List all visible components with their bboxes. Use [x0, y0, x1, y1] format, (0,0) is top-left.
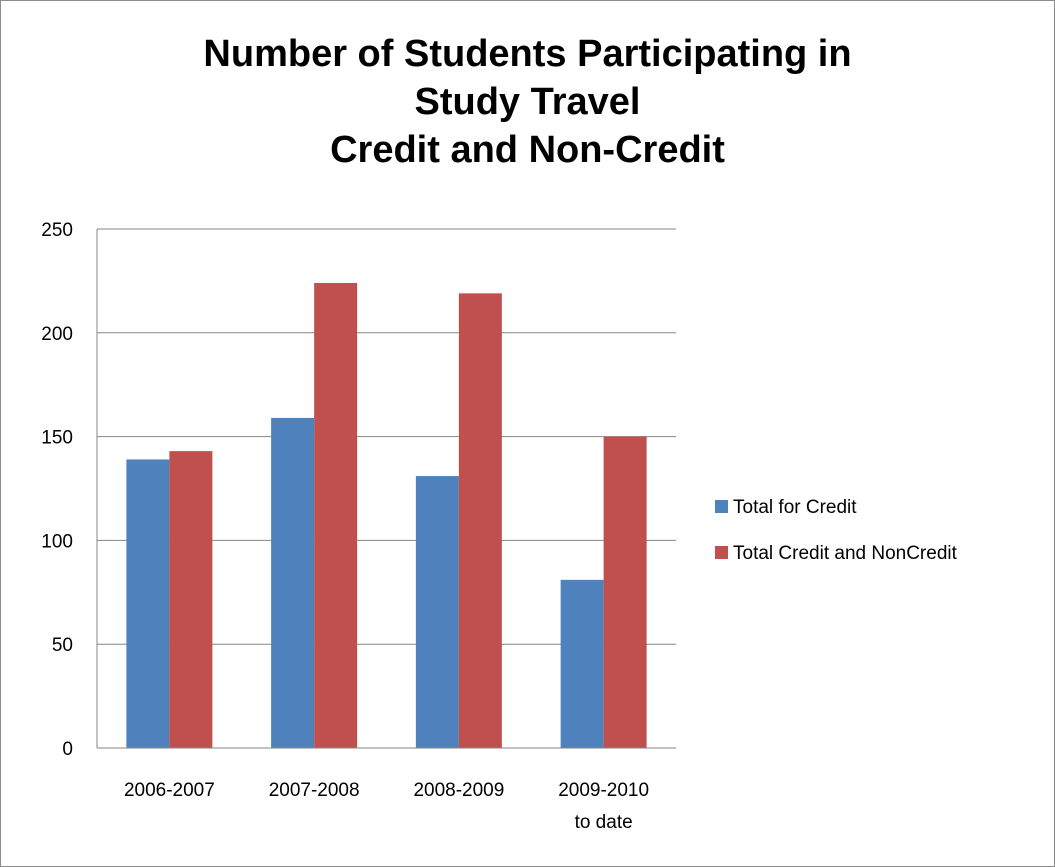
chart-title: Number of Students Participating in Stud…: [0, 30, 1055, 174]
x-tick-label-4-line2: to date: [575, 812, 633, 833]
y-tick-label-200: 200: [41, 324, 73, 345]
bar-series1-cat1: [126, 459, 170, 748]
x-tick-label-3: 2008-2009: [413, 780, 504, 801]
x-tick-label-1: 2006-2007: [124, 780, 215, 801]
bar-series2-cat2: [314, 282, 358, 748]
bar-series2-cat4: [603, 436, 647, 748]
bar-series1-cat2: [271, 417, 315, 748]
x-tick-label-4-line1: 2009-2010: [558, 780, 649, 801]
legend-swatch-1: [715, 500, 728, 513]
bar-series1-cat4: [560, 579, 604, 748]
legend-label-2: Total Credit and NonCredit: [733, 543, 958, 564]
y-tick-label-50: 50: [52, 635, 73, 656]
bar-series1-cat3: [415, 476, 459, 748]
y-tick-label-150: 150: [41, 428, 73, 449]
x-tick-label-2: 2007-2008: [269, 780, 360, 801]
legend-label-1: Total for Credit: [733, 497, 857, 518]
chart-title-line-2: Study Travel: [414, 81, 641, 123]
y-tick-label-0: 0: [62, 739, 73, 760]
y-tick-label-250: 250: [41, 220, 73, 241]
legend-swatch-2: [715, 546, 728, 559]
chart-title-line-1: Number of Students Participating in: [203, 33, 852, 75]
bar-series2-cat1: [169, 451, 213, 748]
chart-title-line-3: Credit and Non-Credit: [330, 129, 725, 171]
y-tick-label-100: 100: [41, 531, 73, 552]
bar-series2-cat3: [458, 293, 502, 748]
